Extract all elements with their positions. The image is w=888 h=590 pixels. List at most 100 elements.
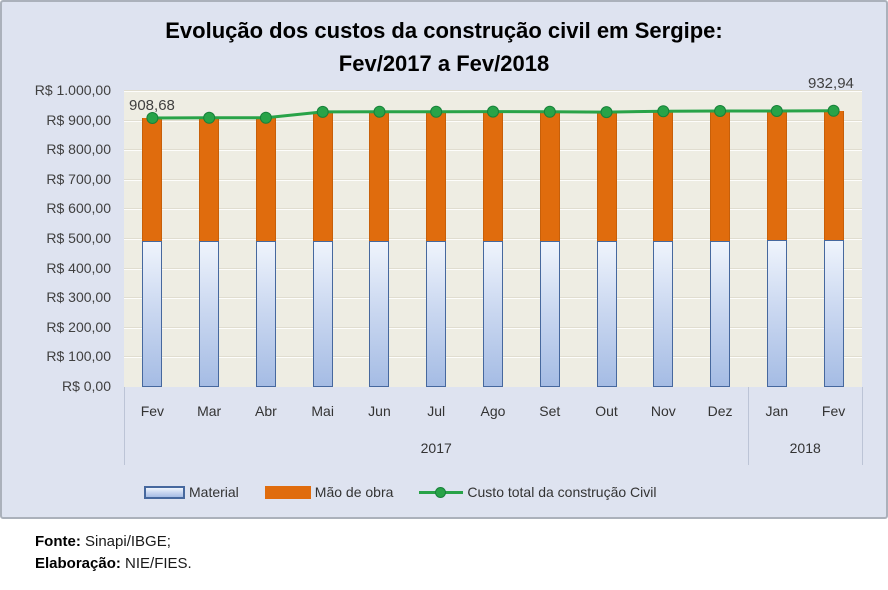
legend-item-labor: Mão de obra [264, 484, 394, 500]
bar-segment-labor [710, 111, 731, 241]
line-marker [827, 104, 840, 117]
bar-ago-6 [483, 91, 503, 387]
x-axis-tick-label: Mar [197, 403, 222, 419]
y-axis-tick-label: R$ 900,00 [46, 111, 111, 128]
elaboration-line: Elaboração: NIE/FIES. [35, 553, 192, 575]
bar-jul-5 [426, 91, 447, 387]
bar-segment-labor [766, 110, 787, 241]
source-line: Fonte: Sinapi/IBGE; [35, 531, 192, 553]
x-axis-tick-label: Out [595, 403, 618, 419]
bar-dez-10 [710, 91, 731, 387]
bar-segment-labor [483, 111, 503, 241]
line-marker [714, 105, 727, 117]
x-axis-tick-label: Jan [765, 403, 789, 419]
x-axis-tick-label: Nov [650, 403, 676, 419]
bar-segment-labor [142, 118, 163, 241]
x-axis-tick-label: Fev [821, 403, 846, 419]
y-axis-tick-label: R$ 600,00 [46, 200, 111, 217]
bar-segment-material [710, 240, 731, 387]
bar-segment-labor [255, 117, 276, 241]
bar-fev-0 [142, 91, 163, 387]
bar-nov-9 [653, 91, 674, 387]
bar-fev-12 [823, 91, 844, 387]
bar-segment-material [312, 240, 333, 387]
labor-swatch-icon [264, 485, 311, 499]
bar-segment-labor [199, 117, 220, 241]
y-axis-tick-label: R$ 400,00 [46, 259, 111, 276]
x-axis-tick-label: Mai [311, 403, 334, 419]
x-axis-tick-label: Abr [255, 403, 277, 419]
bar-segment-material [823, 240, 844, 387]
y-axis-tick-label: R$ 800,00 [46, 141, 111, 158]
elaboracao-label: Elaboração: [35, 555, 121, 572]
bar-segment-material [426, 240, 447, 387]
fonte-text: Sinapi/IBGE; [80, 533, 171, 550]
fonte-label: Fonte: [35, 533, 81, 550]
y-axis-tick-label: R$ 500,00 [46, 230, 111, 246]
gridline [124, 90, 862, 92]
line-marker [373, 105, 386, 118]
chart-title-line-2: Fev/2017 a Fev/2018 [338, 51, 550, 76]
line-marker [430, 105, 443, 118]
bar-segment-material [369, 240, 390, 387]
source-note: Fonte: Sinapi/IBGE; Elaboração: NIE/FIES… [35, 531, 192, 575]
y-axis-tick-label: R$ 100,00 [46, 348, 111, 365]
bar-mai-3 [312, 91, 333, 387]
x-axis-tick-label: Dez [707, 403, 733, 419]
x-axis-tick-label: Ago [480, 403, 506, 419]
bar-segment-labor [539, 111, 560, 241]
data-label-last: 932,94 [808, 75, 854, 92]
data-label-first: 908,68 [129, 97, 175, 114]
bar-segment-material [653, 240, 674, 387]
bar-segment-labor [369, 111, 390, 241]
line-marker [487, 105, 499, 118]
bar-segment-labor [653, 111, 674, 241]
bar-segment-material [255, 240, 276, 387]
x-axis-tick-label: Jul [427, 403, 446, 419]
plot-area [124, 90, 862, 387]
bar-out-8 [596, 91, 617, 387]
bar-jan-11 [766, 91, 787, 387]
chart-frame: Evolução dos custos da construção civil … [0, 0, 888, 519]
legend: Material Mão de obra Custo total da cons… [144, 482, 657, 502]
bar-segment-material [199, 240, 220, 387]
bar-jun-4 [369, 91, 390, 387]
bar-segment-labor [312, 111, 333, 241]
x-axis-tick-label: Set [539, 403, 561, 419]
bar-segment-material [596, 240, 617, 387]
year-group-label-2018: 2018 [789, 440, 821, 456]
line-marker [146, 112, 159, 124]
material-swatch-icon [144, 485, 185, 499]
elaboracao-text: NIE/FIES. [120, 555, 192, 572]
x-axis-tick-label: Fev [140, 403, 165, 419]
legend-label-labor: Mão de obra [314, 484, 394, 500]
legend-item-material: Material [144, 484, 239, 500]
bar-segment-material [483, 240, 503, 387]
chart-title-line-1: Evolução dos custos da construção civil … [165, 18, 723, 43]
line-marker [543, 105, 556, 118]
y-axis-tick-label: R$ 700,00 [46, 170, 111, 187]
line-marker [316, 105, 329, 118]
year-group-label-2017: 2017 [420, 440, 452, 456]
legend-label-total: Custo total da construção Civil [467, 484, 657, 500]
line-marker [259, 111, 272, 124]
bar-mar-1 [199, 91, 220, 387]
y-axis-tick-label: R$ 0,00 [61, 378, 111, 394]
axis-group-divider [862, 387, 863, 465]
line-marker [770, 105, 783, 117]
y-axis-tick-label: R$ 1.000,00 [34, 82, 111, 98]
bar-segment-material [539, 240, 560, 387]
line-marker [657, 105, 670, 118]
line-marker-swatch-icon [419, 486, 464, 499]
x-axis-tick-label: Jun [368, 403, 391, 419]
bar-segment-material [142, 240, 163, 387]
bar-abr-2 [255, 91, 276, 387]
axis-group-divider [124, 387, 125, 465]
total-cost-line [146, 104, 840, 124]
y-axis-tick-label: R$ 200,00 [46, 318, 111, 335]
line-marker [600, 106, 613, 119]
bar-segment-labor [426, 111, 447, 241]
bar-segment-material [766, 240, 787, 387]
bar-segment-labor [596, 112, 617, 241]
